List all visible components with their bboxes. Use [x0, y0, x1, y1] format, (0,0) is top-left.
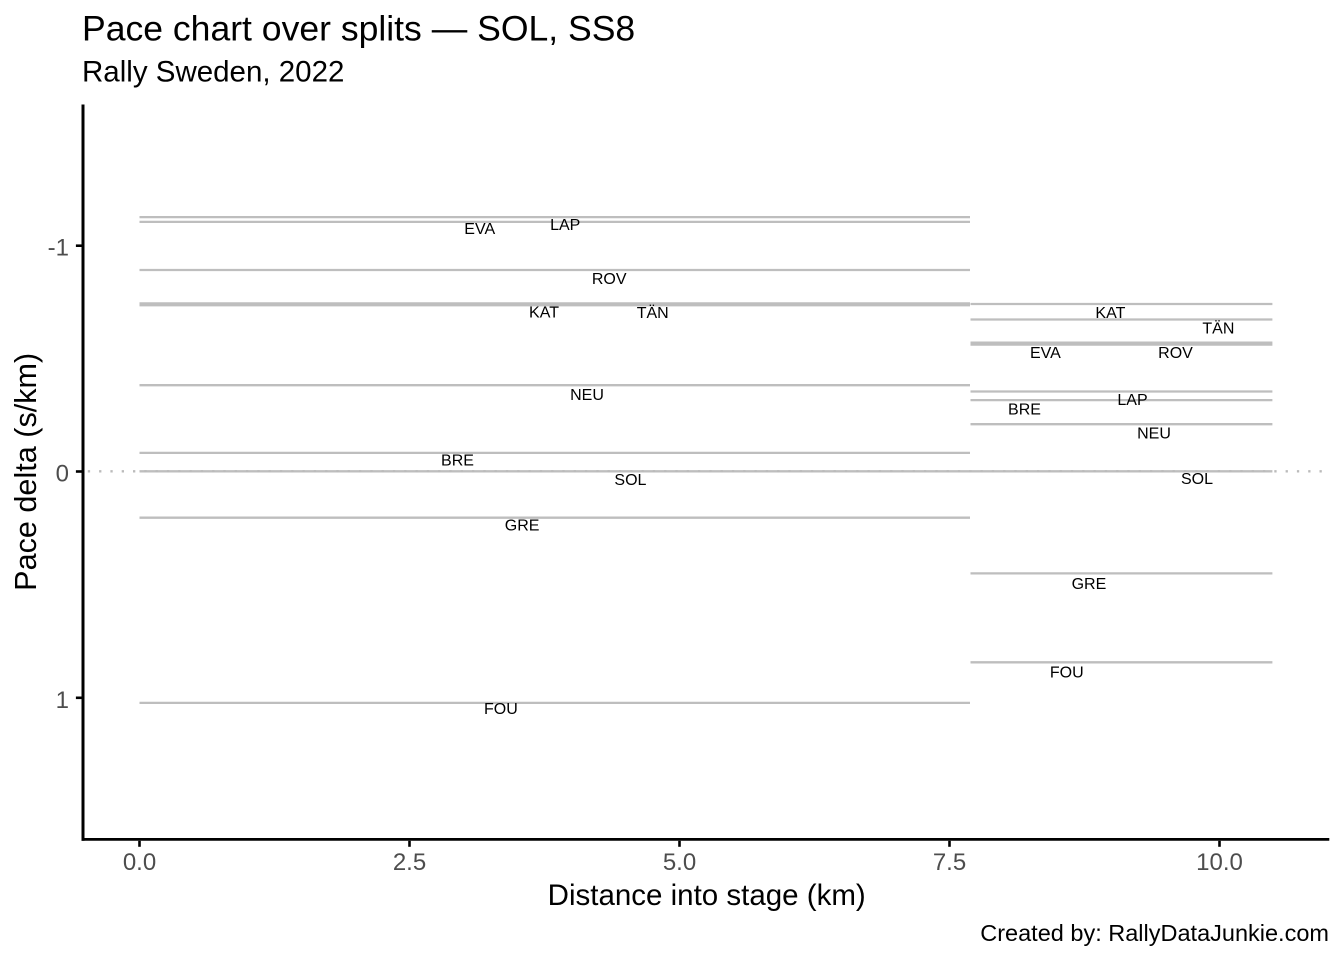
svg-text:5.0: 5.0: [663, 849, 696, 876]
svg-text:7.5: 7.5: [933, 849, 966, 876]
svg-text:SOL: SOL: [1181, 471, 1213, 488]
svg-text:Created by: RallyDataJunkie.co: Created by: RallyDataJunkie.com: [980, 920, 1329, 946]
svg-text:FOU: FOU: [1050, 664, 1084, 681]
svg-text:-1: -1: [48, 235, 69, 262]
svg-text:10.0: 10.0: [1196, 849, 1243, 876]
svg-text:KAT: KAT: [529, 305, 559, 322]
svg-text:EVA: EVA: [1030, 345, 1061, 362]
svg-text:0: 0: [56, 460, 69, 487]
svg-text:ROV: ROV: [1158, 345, 1193, 362]
svg-text:ROV: ROV: [592, 271, 627, 288]
svg-text:GRE: GRE: [1072, 576, 1107, 593]
svg-text:BRE: BRE: [1008, 402, 1041, 419]
svg-text:NEU: NEU: [570, 387, 604, 404]
svg-text:SOL: SOL: [614, 472, 646, 489]
svg-text:1: 1: [56, 687, 69, 714]
svg-text:NEU: NEU: [1137, 425, 1171, 442]
svg-text:KAT: KAT: [1095, 305, 1125, 322]
svg-text:Pace chart over splits — SOL,: Pace chart over splits — SOL, SS8: [82, 9, 635, 49]
svg-text:LAP: LAP: [1117, 392, 1147, 409]
svg-text:FOU: FOU: [484, 701, 518, 718]
svg-text:Pace delta (s/km): Pace delta (s/km): [9, 353, 43, 591]
svg-text:0.0: 0.0: [123, 849, 156, 876]
svg-text:EVA: EVA: [464, 221, 495, 238]
svg-text:Rally Sweden, 2022: Rally Sweden, 2022: [82, 55, 344, 88]
svg-text:Distance into stage (km): Distance into stage (km): [548, 879, 866, 912]
svg-text:BRE: BRE: [441, 452, 474, 469]
svg-text:GRE: GRE: [505, 518, 540, 535]
svg-text:2.5: 2.5: [393, 849, 426, 876]
svg-text:TÄN: TÄN: [637, 304, 669, 322]
svg-text:LAP: LAP: [550, 217, 580, 234]
svg-text:TÄN: TÄN: [1202, 320, 1234, 338]
